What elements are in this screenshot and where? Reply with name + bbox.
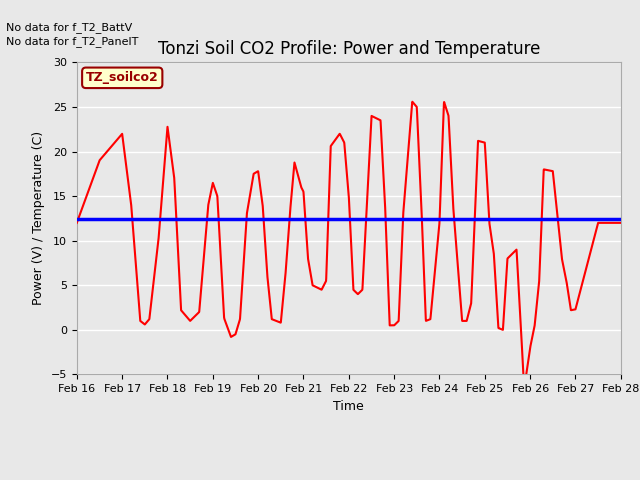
Text: No data for f_T2_PanelT: No data for f_T2_PanelT <box>6 36 139 47</box>
Text: No data for f_T2_BattV: No data for f_T2_BattV <box>6 22 132 33</box>
Y-axis label: Power (V) / Temperature (C): Power (V) / Temperature (C) <box>32 132 45 305</box>
Title: Tonzi Soil CO2 Profile: Power and Temperature: Tonzi Soil CO2 Profile: Power and Temper… <box>157 40 540 58</box>
X-axis label: Time: Time <box>333 400 364 413</box>
Text: TZ_soilco2: TZ_soilco2 <box>86 72 159 84</box>
